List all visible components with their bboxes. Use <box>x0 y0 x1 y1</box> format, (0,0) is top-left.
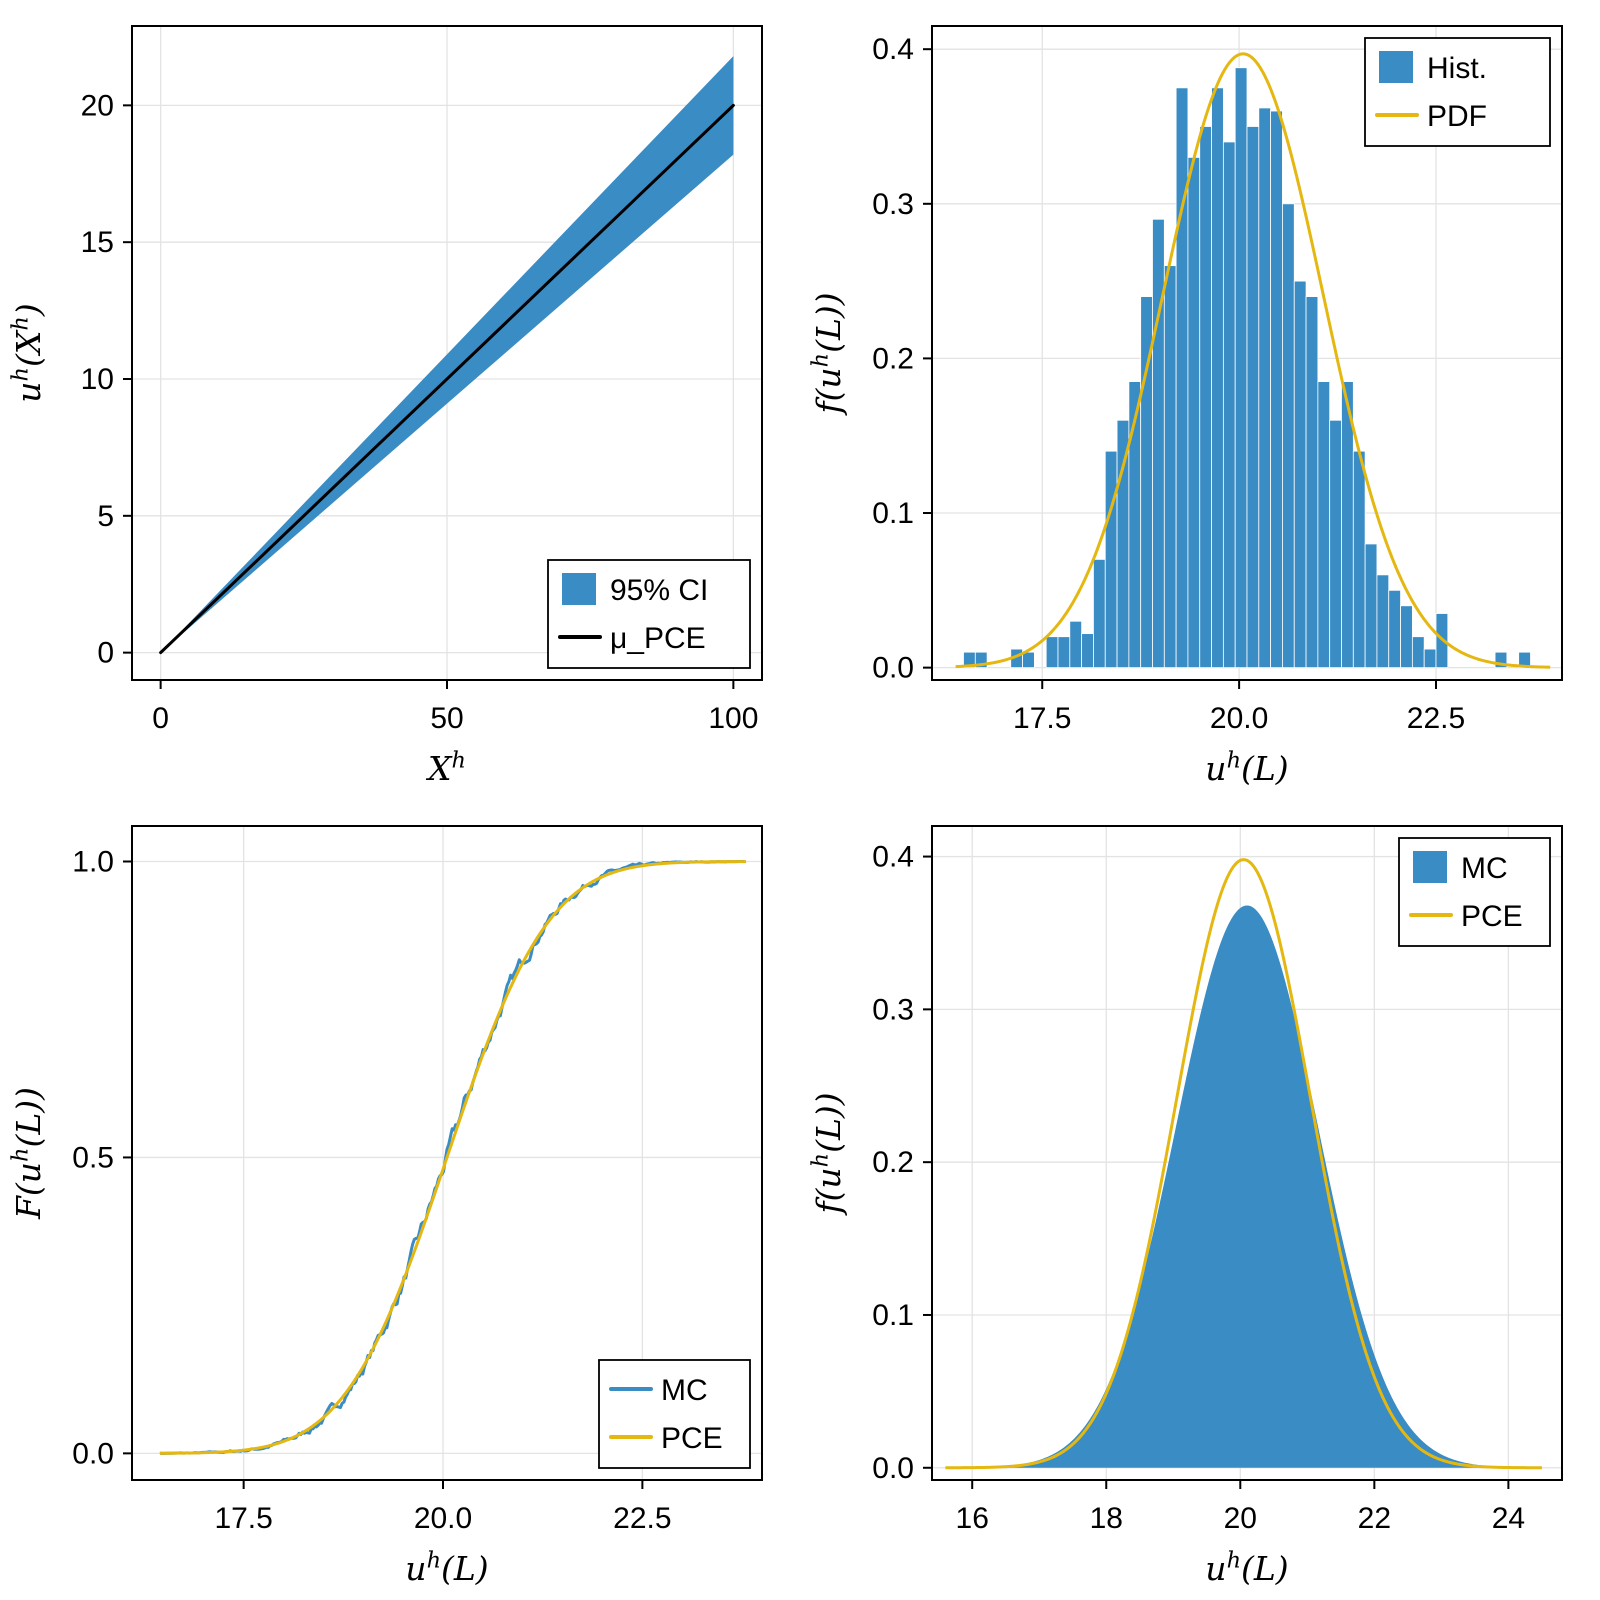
svg-text:0: 0 <box>97 637 114 670</box>
svg-text:50: 50 <box>430 702 463 735</box>
svg-text:1.0: 1.0 <box>72 846 114 879</box>
svg-text:20: 20 <box>81 89 114 122</box>
svg-text:24: 24 <box>1492 1502 1525 1535</box>
svg-text:uh(L): uh(L) <box>1205 1547 1288 1588</box>
svg-text:95% CI: 95% CI <box>610 574 708 607</box>
histogram-pdf-plot: 17.5 20.0 22.5 0.0 0.1 0.2 0.3 0.4 uh(L) f(uh(L))… <box>807 25 1563 788</box>
svg-text:uh(Xh): uh(Xh) <box>7 303 48 402</box>
svg-text:PCE: PCE <box>1461 900 1523 933</box>
svg-text:10: 10 <box>81 363 114 396</box>
svg-text:20.0: 20.0 <box>1210 702 1268 735</box>
svg-text:PDF: PDF <box>1427 100 1487 133</box>
svg-text:20: 20 <box>1224 1502 1257 1535</box>
confidence-band-plot: 0 50 100 0 5 10 15 20 Xh uh(Xh) 95% CI μ_PCE <box>7 25 763 788</box>
svg-text:17.5: 17.5 <box>1013 702 1071 735</box>
svg-text:20.0: 20.0 <box>414 1502 472 1535</box>
svg-text:15: 15 <box>81 226 114 259</box>
svg-text:uh(L): uh(L) <box>1205 747 1288 788</box>
svg-text:Hist.: Hist. <box>1427 52 1487 85</box>
svg-text:0.2: 0.2 <box>872 1146 914 1179</box>
svg-text:22.5: 22.5 <box>1407 702 1465 735</box>
svg-text:0.3: 0.3 <box>872 993 914 1026</box>
svg-text:f(uh(L)): f(uh(L)) <box>807 292 848 416</box>
svg-text:0.1: 0.1 <box>872 497 914 530</box>
svg-text:17.5: 17.5 <box>214 1502 272 1535</box>
panel-pdf-comparison: 16 18 20 22 24 0.0 0.1 0.2 0.3 0.4 uh(L) f(uh(L)) MC… <box>800 800 1600 1600</box>
panel-cdf-comparison: 17.5 20.0 22.5 0.0 0.5 1.0 uh(L) F(uh(L)) MC PCE <box>0 800 800 1600</box>
svg-text:MC: MC <box>1461 852 1508 885</box>
svg-text:Xh: Xh <box>425 747 466 788</box>
svg-text:0.4: 0.4 <box>872 841 914 874</box>
svg-text:0.0: 0.0 <box>872 1452 914 1485</box>
svg-text:uh(L): uh(L) <box>405 1547 488 1588</box>
svg-text:F(uh(L)): F(uh(L)) <box>7 1087 48 1220</box>
svg-text:0.0: 0.0 <box>872 652 914 685</box>
svg-text:0.4: 0.4 <box>872 33 914 66</box>
pdf-comparison-plot: 16 18 20 22 24 0.0 0.1 0.2 0.3 0.4 uh(L) f(uh(L)) MC… <box>807 825 1563 1588</box>
svg-text:μ_PCE: μ_PCE <box>610 622 706 655</box>
svg-text:100: 100 <box>708 702 758 735</box>
svg-text:0.1: 0.1 <box>872 1299 914 1332</box>
svg-text:0.3: 0.3 <box>872 188 914 221</box>
svg-text:5: 5 <box>97 500 114 533</box>
svg-text:22.5: 22.5 <box>613 1502 671 1535</box>
svg-text:22: 22 <box>1358 1502 1391 1535</box>
panel-histogram-pdf: 17.5 20.0 22.5 0.0 0.1 0.2 0.3 0.4 uh(L) f(uh(L))… <box>800 0 1600 800</box>
svg-text:0.5: 0.5 <box>72 1141 114 1174</box>
svg-text:18: 18 <box>1090 1502 1123 1535</box>
cdf-comparison-plot: 17.5 20.0 22.5 0.0 0.5 1.0 uh(L) F(uh(L)) MC PCE <box>7 825 763 1588</box>
svg-text:PCE: PCE <box>661 1422 723 1455</box>
svg-text:16: 16 <box>956 1502 989 1535</box>
svg-text:0: 0 <box>152 702 169 735</box>
panel-confidence-band: 0 50 100 0 5 10 15 20 Xh uh(Xh) 95% CI μ_PCE <box>0 0 800 800</box>
svg-text:0.2: 0.2 <box>872 342 914 375</box>
svg-text:MC: MC <box>661 1374 708 1407</box>
svg-text:0.0: 0.0 <box>72 1437 114 1470</box>
svg-text:f(uh(L)): f(uh(L)) <box>807 1092 848 1216</box>
